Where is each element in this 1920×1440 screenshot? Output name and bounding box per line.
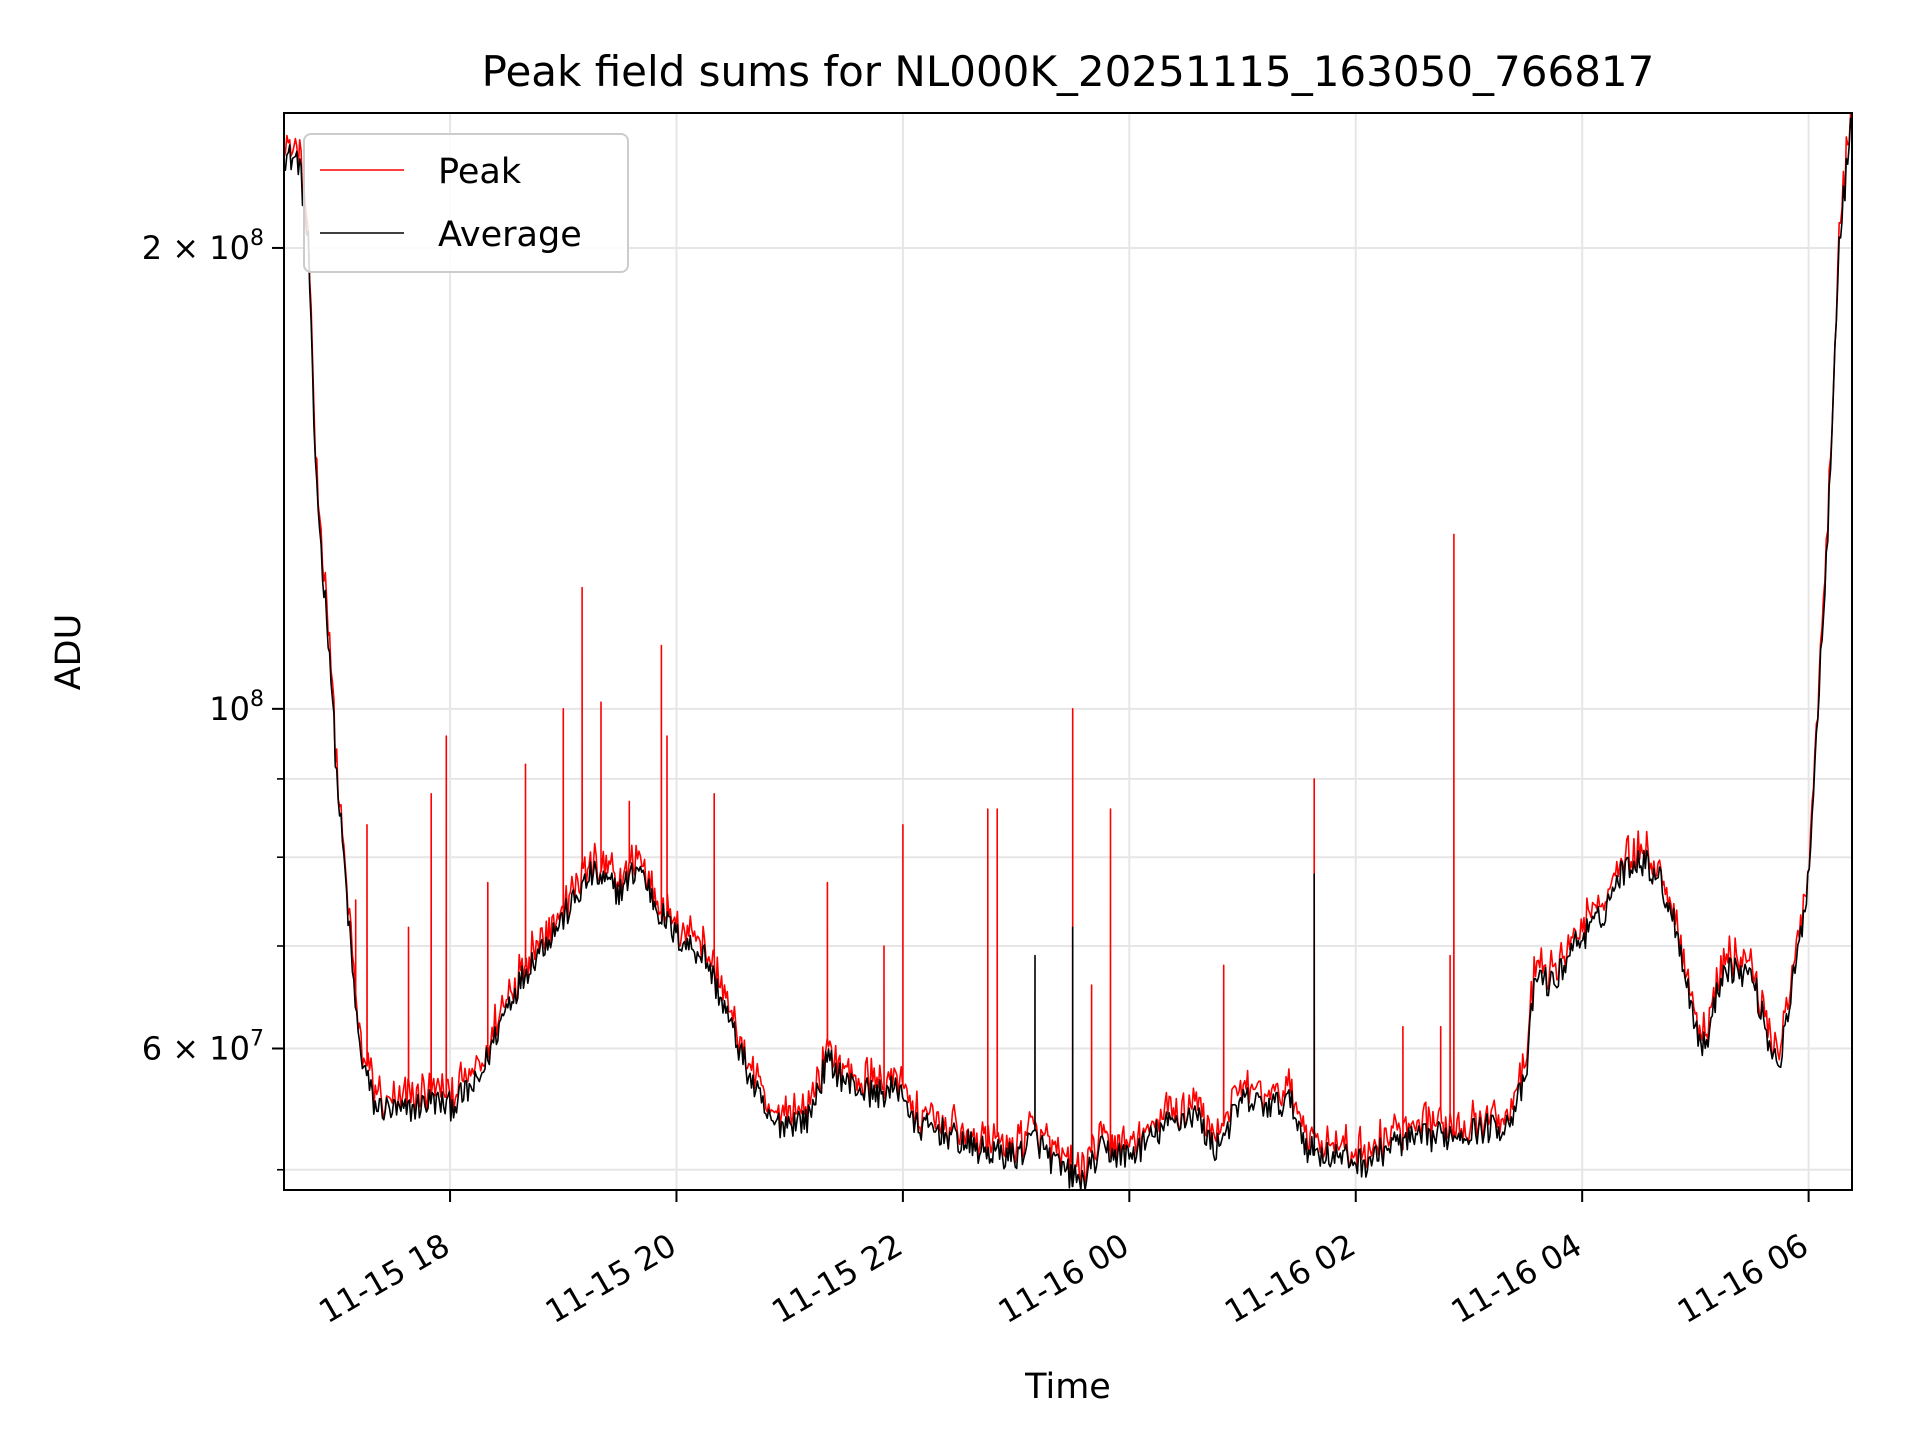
x-axis-label: Time (1024, 1367, 1111, 1407)
legend: Peak Average (303, 133, 629, 273)
ticks (272, 246, 1810, 1202)
grid (284, 113, 1852, 1190)
y-tick-label: 2 × 108 (142, 226, 264, 267)
legend-label-peak: Peak (438, 152, 522, 192)
series-line-peak (283, 112, 1853, 1183)
series-line-average (283, 117, 1853, 1191)
plot-frame (283, 112, 1853, 1191)
legend-box (303, 133, 629, 273)
y-tick-label: 108 (209, 687, 264, 728)
series-group (283, 112, 1853, 1191)
legend-label-average: Average (438, 215, 582, 255)
y-tick-labels: 6 × 107 108 2 × 108 (142, 226, 264, 1068)
y-tick-label: 6 × 107 (142, 1027, 264, 1068)
y-axis-label: ADU (49, 614, 89, 691)
chart-title: Peak field sums for NL000K_20251115_1630… (482, 47, 1655, 96)
